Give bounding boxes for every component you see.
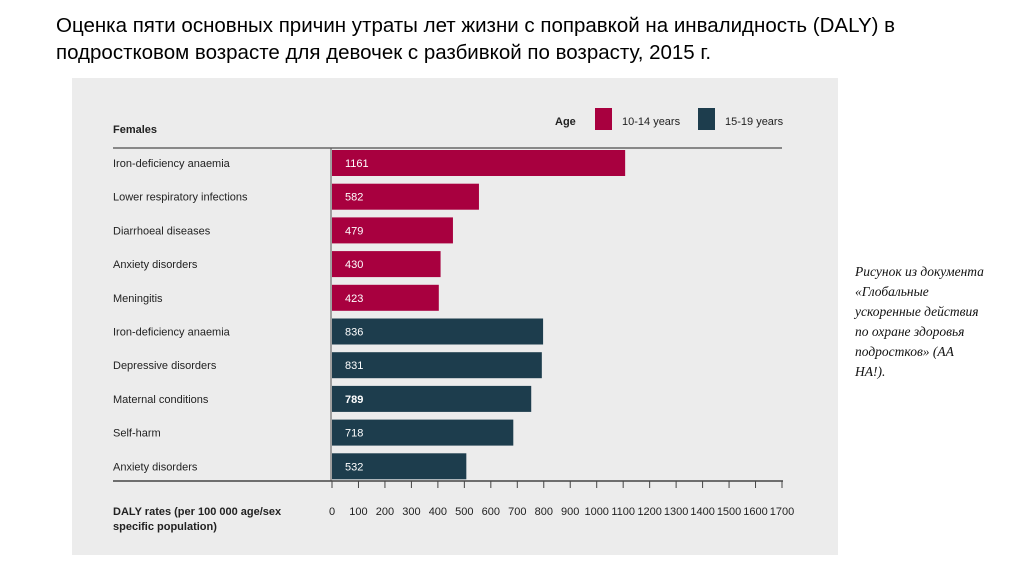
caption-line: подростков» (АА [855, 344, 954, 359]
category-label: Self-harm [113, 428, 161, 440]
legend-title: Age [555, 116, 576, 128]
caption-line: Рисунок из документа [855, 264, 984, 279]
x-tick-label: 1400 [690, 506, 714, 518]
data-label: 582 [345, 192, 363, 204]
x-tick-label: 0 [329, 506, 335, 518]
caption-line: ускоренные действия [855, 304, 979, 319]
category-label: Iron-deficiency anaemia [113, 158, 231, 170]
x-tick-label: 1500 [717, 506, 741, 518]
bar [332, 419, 514, 446]
bar [332, 284, 439, 311]
chart-panel: Females Age 10-14 years 15-19 years Iron-def… [72, 78, 838, 555]
data-label: 479 [345, 225, 363, 237]
x-tick-label: 800 [535, 506, 553, 518]
data-label: 718 [345, 428, 363, 440]
x-tick-label: 1100 [611, 506, 635, 518]
bar [332, 385, 532, 412]
x-tick-label: 700 [508, 506, 526, 518]
x-tick-label: 900 [561, 506, 579, 518]
x-axis-title-line: DALY rates (per 100 000 age/sex [113, 506, 282, 518]
data-label: 789 [345, 394, 363, 406]
x-tick-label: 600 [482, 506, 500, 518]
category-label: Depressive disorders [113, 360, 217, 372]
data-label: 831 [345, 360, 363, 372]
caption-line: «Глобальные [855, 284, 929, 299]
bar [332, 318, 544, 345]
x-tick-label: 1600 [743, 506, 767, 518]
bar [332, 217, 453, 244]
x-tick-label: 1200 [637, 506, 661, 518]
bar-chart: Females Age 10-14 years 15-19 years Iron-def… [113, 108, 794, 533]
x-tick-label: 200 [376, 506, 394, 518]
data-label: 1161 [345, 158, 369, 170]
x-tick-label: 1700 [770, 506, 794, 518]
x-tick-label: 1300 [664, 506, 688, 518]
category-label: Anxiety disorders [113, 259, 198, 271]
data-label: 430 [345, 259, 363, 271]
x-tick-label: 1000 [584, 506, 608, 518]
x-tick-label: 300 [402, 506, 420, 518]
bar [332, 453, 467, 480]
x-tick-label: 500 [455, 506, 473, 518]
caption-line: НА!). [855, 364, 886, 379]
bar [332, 183, 479, 210]
data-label: 836 [345, 327, 363, 339]
legend-label: 15-19 years [725, 116, 784, 128]
slide-title: Оценка пяти основных причин утраты лет ж… [56, 14, 896, 64]
x-tick-label: 400 [429, 506, 447, 518]
category-label: Lower respiratory infections [113, 192, 248, 204]
figure-caption: Рисунок из документа «Глобальные ускорен… [855, 262, 1015, 382]
data-label: 532 [345, 461, 363, 473]
category-label: Anxiety disorders [113, 461, 198, 473]
legend-swatch [698, 108, 715, 130]
x-axis-title-line: specific population) [113, 521, 217, 533]
category-label: Diarrhoeal diseases [113, 225, 211, 237]
category-label: Iron-deficiency anaemia [113, 327, 231, 339]
group-label: Females [113, 124, 157, 136]
bar [332, 150, 626, 176]
legend-label: 10-14 years [622, 116, 681, 128]
category-label: Maternal conditions [113, 394, 209, 406]
data-label: 423 [345, 293, 363, 305]
legend-swatch [595, 108, 612, 130]
bar [332, 251, 441, 278]
bar [332, 352, 542, 379]
x-tick-label: 100 [349, 506, 367, 518]
caption-line: по охране здоровья [855, 324, 965, 339]
category-label: Meningitis [113, 293, 163, 305]
